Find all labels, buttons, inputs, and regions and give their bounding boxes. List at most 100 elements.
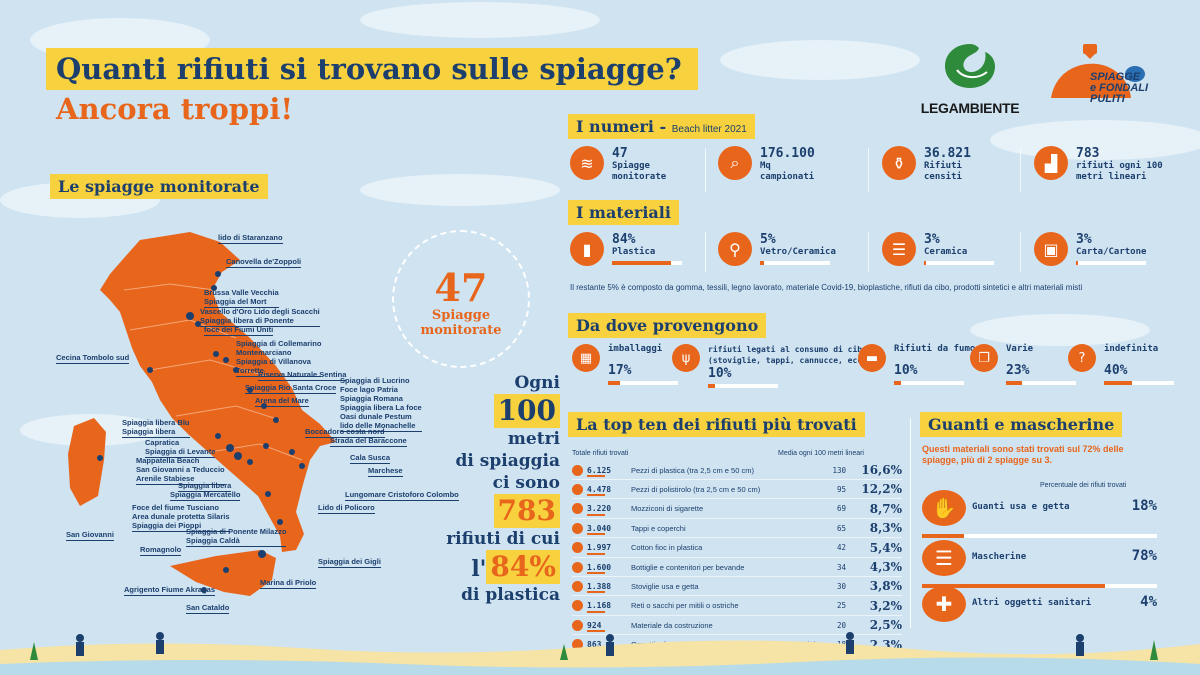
row-underline xyxy=(587,494,605,497)
waste-item-icon xyxy=(572,619,583,631)
origin-varie: ❐ Varie 23% xyxy=(970,344,1076,385)
magnifier-icon: ⌕ xyxy=(718,146,752,180)
map-label: Foce del fiume Tusciano Area dunale prote… xyxy=(132,503,230,532)
mask-icon: ☰ xyxy=(922,540,966,576)
monitored-section-title: Le spiagge monitorate xyxy=(50,174,268,199)
material-bar xyxy=(924,261,994,265)
origin-bar xyxy=(1006,381,1076,385)
topten-col-total: Totale rifiuti trovati xyxy=(572,450,629,457)
row-name: Bottiglie e contenitori per bevande xyxy=(631,562,745,572)
map-label: Cecina Tombolo sud xyxy=(56,353,130,364)
cigarette-icon: ▬ xyxy=(858,344,886,372)
turtle-icon xyxy=(1051,44,1145,98)
row-percent: 12,2% xyxy=(861,482,902,497)
row-name: Reti o sacchi per mitili o ostriche xyxy=(631,601,739,611)
stat-beaches: ≋ 47 Spiagge monitorate xyxy=(570,146,666,183)
row-total: 1.388 xyxy=(587,581,612,591)
row-total: 3.220 xyxy=(587,504,612,514)
table-row: 1.600 Bottiglie e contenitori per bevande… xyxy=(572,558,902,577)
gm-bar xyxy=(922,584,1157,588)
box-icon: ▣ xyxy=(1034,232,1068,266)
table-row: 1.997 Cotton fioc in plastica 42 5,4% xyxy=(572,539,902,558)
campaign-logo xyxy=(1045,40,1165,114)
map-label: Agrigento Fiume Akragas xyxy=(124,585,215,596)
gloves-masks-description: Questi materiali sono stati trovati sul … xyxy=(922,444,1124,465)
row-name: Materiale da costruzione xyxy=(631,620,713,630)
waste-item-icon xyxy=(572,580,583,592)
package-icon: ▦ xyxy=(572,344,600,372)
row-underline xyxy=(587,513,605,516)
map-label: Strada del Baraccone xyxy=(330,436,407,447)
table-row: 4.478 Pezzi di polistirolo (tra 2,5 cm e … xyxy=(572,480,902,500)
monitored-count-badge: 47 Spiagge monitorate xyxy=(392,230,530,368)
row-name: Pezzi di plastica (tra 2,5 cm e 50 cm) xyxy=(631,465,754,475)
waste-item-icon xyxy=(572,542,583,554)
waste-item-icon xyxy=(572,503,583,515)
row-total: 1.168 xyxy=(587,601,612,611)
origin-imballaggi: ▦ imballaggi 17% xyxy=(572,344,678,385)
row-percent: 5,4% xyxy=(869,540,902,555)
map-label: Lido di Policoro xyxy=(318,503,375,514)
row-avg: 42 xyxy=(836,543,846,553)
numbers-section-title: I numeri - Beach litter 2021 xyxy=(568,114,755,139)
swan-icon xyxy=(945,44,995,88)
row-underline xyxy=(587,572,605,574)
row-avg: 69 xyxy=(836,504,846,514)
material-bar xyxy=(612,261,682,265)
map-label: Riserva Naturale Sentina xyxy=(258,370,347,381)
row-name: Pezzi di polistirolo (tra 2,5 cm e 50 cm… xyxy=(631,484,761,494)
gloves-masks-section-title: Guanti e mascherine xyxy=(920,412,1123,437)
row-name: Cotton fioc in plastica xyxy=(631,543,703,553)
table-row: 3.040 Tappi e coperchi 65 8,3% xyxy=(572,519,902,539)
row-percent: 16,6% xyxy=(861,463,902,477)
row-avg: 30 xyxy=(836,581,846,591)
row-total: 1.997 xyxy=(587,543,612,553)
row-percent: 3,2% xyxy=(869,598,902,613)
row-underline xyxy=(587,591,605,594)
row-avg: 20 xyxy=(836,620,846,630)
origin-indefinita: ? indefinita 40% xyxy=(1068,344,1174,385)
map-label: lido di Staranzano xyxy=(218,233,283,244)
map-label: Cala Susca xyxy=(350,453,391,464)
materials-section-title: I materiali xyxy=(568,200,679,225)
row-percent: 2,5% xyxy=(869,618,902,633)
plate-icon: ☰ xyxy=(882,232,916,266)
waste-item-icon xyxy=(572,483,583,495)
row-underline xyxy=(587,475,605,477)
map-label: Vascello d'Oro Lido degli Scacchi Spiaggi… xyxy=(200,307,320,327)
map-label: Spiaggia di Collemarino Montemarciano Spia… xyxy=(236,339,322,377)
row-underline xyxy=(587,610,605,613)
row-percent: 8,3% xyxy=(869,521,902,536)
row-total: 1.600 xyxy=(587,562,612,572)
row-name: Stoviglie usa e getta xyxy=(631,581,699,591)
origin-bar xyxy=(708,384,778,388)
stat-per-100m: ▟ 783 rifiuti ogni 100 metri lineari xyxy=(1034,146,1163,183)
stat-area: ⌕ 176.100 Mq campionati xyxy=(718,146,815,183)
material-ceramica: ☰ 3% Ceramica xyxy=(882,232,994,266)
waste-item-icon xyxy=(572,561,583,573)
gloves-icon: ✋ xyxy=(922,490,966,526)
topten-col-avg: Media ogni 100 metri lineari xyxy=(778,450,864,457)
map-label: Spiaggia Rio Santa Croce xyxy=(245,383,337,394)
map-label: Spiaggia Mercatello xyxy=(170,490,241,501)
row-avg: 65 xyxy=(836,523,846,533)
row-percent: 4,3% xyxy=(869,560,902,574)
table-row: 924 Materiale da costruzione 20 2,5% xyxy=(572,616,902,636)
origin-bar xyxy=(608,381,678,385)
map-label: Capratica Spiaggia di Levante xyxy=(145,438,216,458)
material-carta: ▣ 3% Carta/Cartone xyxy=(1034,232,1146,266)
page-title: Quanti rifiuti si trovano sulle spiagge? xyxy=(46,48,698,90)
cutlery-icon: ψ xyxy=(672,344,700,372)
row-underline xyxy=(587,630,605,633)
campaign-wordmark: SPIAGGE e FONDALI PULITI xyxy=(1090,71,1149,105)
stat-waste: ⚱ 36.821 Rifiuti censiti xyxy=(882,146,971,183)
gloves-masks-col-label: Percentuale dei rifiuti trovati xyxy=(1040,482,1127,489)
row-total: 863 xyxy=(587,640,602,650)
row-total: 6.125 xyxy=(587,465,612,475)
italy-map xyxy=(68,232,336,596)
layers-icon: ❐ xyxy=(970,344,998,372)
map-label: Spiaggia dei Gigli xyxy=(318,557,381,568)
material-bar xyxy=(1076,261,1146,265)
material-plastica: ▮ 84% Plastica xyxy=(570,232,682,266)
legambiente-logo: LEGAMBIENTE xyxy=(910,40,1030,116)
